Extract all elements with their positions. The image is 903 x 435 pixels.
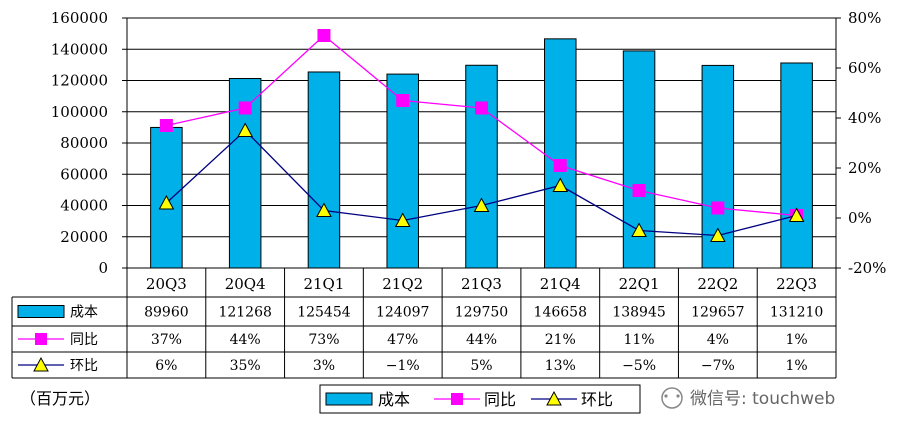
y-left-tick-label: 60000	[60, 165, 108, 183]
table-cell: 131210	[770, 305, 823, 321]
marker-yoy	[553, 159, 567, 172]
table-row-label: 环比	[70, 358, 98, 374]
y-left-tick-label: 160000	[51, 9, 108, 27]
table-cell: 4%	[707, 332, 729, 348]
category-label: 21Q4	[540, 275, 581, 293]
key-qoq-marker	[546, 390, 562, 406]
y-right-tick-label: -20%	[848, 259, 886, 277]
category-label: 20Q3	[146, 275, 187, 293]
table-cell: 146658	[534, 305, 587, 321]
table-cell: 13%	[545, 358, 576, 374]
wechat-icon	[661, 387, 683, 409]
key-qoq-marker	[33, 356, 49, 372]
marker-yoy	[475, 101, 488, 115]
category-label: 22Q1	[619, 275, 660, 293]
legend-label: 同比	[484, 390, 516, 409]
y-left-tick-label: 0	[98, 259, 108, 277]
y-left-tick-label: 120000	[51, 72, 108, 90]
table-cell: 47%	[387, 332, 418, 348]
table-cell: 5%	[470, 358, 492, 374]
data-table: 20Q3 20Q4 21Q1 21Q2 21Q3 21Q4 22Q1 22Q2 22Q3 成本同比…	[11, 268, 837, 379]
table-cell: −1%	[386, 358, 420, 374]
table-cell: 37%	[151, 332, 182, 348]
wechat-icon-eye	[676, 394, 680, 398]
table-cell: 129750	[455, 305, 508, 321]
bar-cost	[307, 71, 341, 269]
legend-label: 环比	[581, 390, 613, 409]
marker-yoy	[317, 29, 331, 42]
table-cell: 3%	[313, 358, 335, 374]
table-row-label: 同比	[70, 332, 98, 348]
marker-yoy	[238, 101, 252, 115]
series-lines	[158, 29, 805, 242]
watermark-text: 微信号: touchweb	[690, 389, 835, 409]
marker-qoq	[473, 197, 490, 212]
table-cell: 89960	[144, 305, 189, 321]
table-row-label: 成本	[70, 305, 98, 321]
legend-label: 成本	[378, 390, 410, 409]
legend-box	[319, 384, 641, 414]
key-yoy-marker	[35, 333, 47, 345]
category-label: 20Q4	[225, 275, 266, 293]
marker-qoq	[709, 227, 726, 242]
y-right-tick-label: 40%	[848, 109, 881, 127]
category-label: 21Q2	[382, 275, 423, 293]
table-cell: 44%	[230, 332, 261, 348]
bar-cost	[544, 38, 577, 269]
marker-qoq	[394, 212, 411, 227]
table-cell: 1%	[786, 358, 808, 374]
marker-qoq	[552, 177, 569, 192]
y-left-tick-label: 140000	[51, 40, 108, 58]
key-cost-swatch	[17, 305, 65, 318]
marker-yoy	[396, 94, 410, 107]
table-cell: −7%	[701, 358, 735, 374]
table-cell: 125454	[297, 305, 351, 321]
watermark: 微信号: touchweb	[661, 387, 835, 409]
marker-yoy	[159, 119, 173, 132]
marker-qoq	[631, 222, 647, 237]
table-cell: 1%	[786, 332, 808, 348]
table-cell: 73%	[308, 332, 339, 348]
y-left-tick-label: 100000	[51, 103, 108, 121]
key-cost-swatch	[325, 392, 373, 406]
table-cell: 138945	[612, 305, 665, 321]
table-cell: 124097	[376, 305, 429, 321]
category-label: 21Q3	[461, 275, 502, 293]
wechat-icon-eye	[664, 394, 668, 398]
bars	[150, 38, 813, 269]
y-right-tick-label: 60%	[848, 59, 881, 77]
marker-qoq	[158, 194, 175, 210]
y-right-tick-label: 80%	[848, 9, 881, 27]
table-cell: 121268	[218, 305, 271, 321]
category-label: 21Q1	[303, 275, 344, 293]
y-left-tick-label: 40000	[60, 197, 108, 215]
table-cell: 44%	[466, 332, 497, 348]
marker-yoy	[632, 184, 646, 197]
y-right-tick-label: 20%	[848, 159, 881, 177]
category-label: 22Q2	[697, 275, 738, 293]
bar-cost	[780, 62, 813, 269]
table-cell: 21%	[545, 332, 576, 348]
table-cell: 6%	[155, 358, 177, 374]
marker-qoq	[316, 202, 332, 217]
marker-yoy	[711, 201, 725, 215]
table-cell: 11%	[623, 332, 654, 348]
table-cell: 129657	[691, 305, 744, 321]
axes: 0 20000 40000 60000 80000 100000 120000 140000 1…	[51, 9, 887, 277]
category-label: 22Q3	[776, 275, 817, 293]
table-cell: −5%	[622, 358, 656, 374]
table-cell: 35%	[230, 358, 261, 374]
y-left-tick-label: 20000	[60, 228, 108, 246]
legend: 成本 同比 环比	[319, 384, 641, 414]
unit-label: （百万元）	[20, 389, 100, 408]
marker-qoq	[237, 122, 254, 137]
key-yoy-marker	[451, 393, 463, 405]
y-right-tick-label: 0%	[848, 209, 872, 227]
marker-qoq	[788, 207, 805, 222]
bar-cost	[150, 126, 183, 269]
bar-cost	[465, 64, 498, 269]
y-left-tick-label: 80000	[60, 134, 108, 152]
